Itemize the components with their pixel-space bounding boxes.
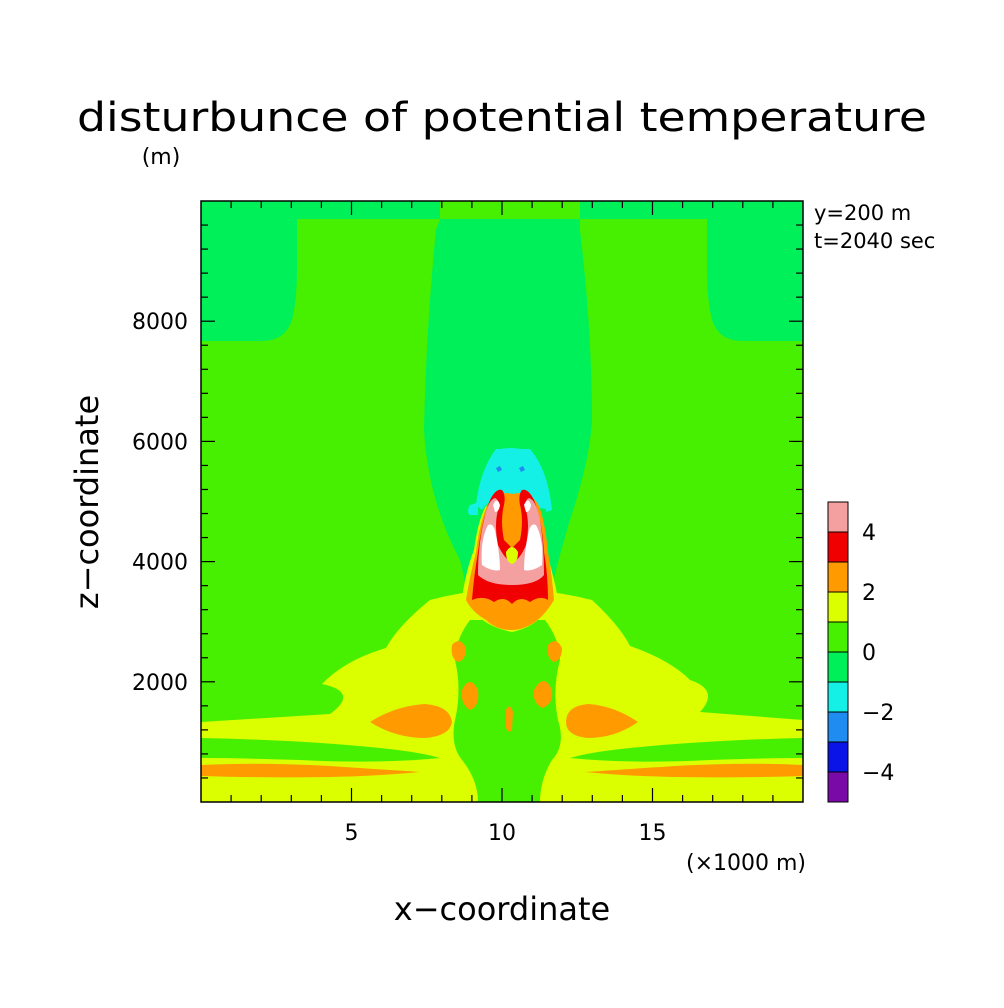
colorbar-swatch <box>827 591 849 623</box>
right-lower-warm-spot <box>533 681 553 708</box>
contour-field <box>201 201 803 802</box>
axes: 5 10 15 2000 4000 6000 8000 <box>132 201 803 846</box>
colorbar-swatch <box>827 561 849 593</box>
y-tick-label: 6000 <box>132 430 188 455</box>
warm-core-inner-left <box>481 524 500 571</box>
colorbar-swatch <box>827 531 849 563</box>
warm-core-tip-left <box>493 500 500 512</box>
right-warm-lobe <box>566 704 638 738</box>
warm-core-center <box>506 547 518 564</box>
z-unit-label: (m) <box>142 145 181 170</box>
x-axis-label: x−coordinate <box>394 890 610 928</box>
low-left-warm-lobe <box>201 763 420 778</box>
warm-core-inner-right <box>524 524 543 571</box>
cold-spot-left <box>496 466 502 472</box>
y-tick-label: 4000 <box>132 551 188 576</box>
info-line-y: y=200 m <box>814 201 911 225</box>
lower-right-cool-strip <box>570 738 803 762</box>
y-tick-label: 8000 <box>132 310 188 335</box>
x-tick-label: 10 <box>488 821 516 846</box>
info-line-t: t=2040 sec <box>814 229 935 253</box>
colorbar-tick-label: −2 <box>862 701 894 726</box>
colorbar-swatch <box>827 681 849 713</box>
colorbar-swatch <box>827 711 849 743</box>
left-warm-lobe <box>370 704 452 738</box>
central-warm-sliver <box>506 706 513 732</box>
y-axis-label: z−coordinate <box>68 395 106 609</box>
colorbar-swatch <box>827 741 849 773</box>
colorbar-swatch <box>827 621 849 653</box>
right-mid-warm-spot <box>547 641 562 662</box>
y-tick-label: 2000 <box>132 671 188 696</box>
colorbar-swatch <box>827 501 849 533</box>
colorbar-swatch <box>827 651 849 683</box>
left-lower-warm-spot <box>461 682 479 710</box>
colorbar: 4 2 0 −2 −4 <box>827 501 894 803</box>
colorbar-tick-label: 4 <box>862 521 876 546</box>
central-plume <box>424 219 592 620</box>
x-tick-label: 5 <box>345 821 359 846</box>
left-mid-warm-spot <box>451 641 466 662</box>
x-tick-label: 15 <box>639 821 667 846</box>
colorbar-tick-label: 2 <box>862 581 876 606</box>
colorbar-tick-label: −4 <box>862 761 894 786</box>
x-unit-label: (×1000 m) <box>686 851 806 876</box>
colorbar-tick-label: 0 <box>862 641 876 666</box>
low-right-warm-lobe <box>585 763 803 778</box>
colorbar-swatch <box>827 771 849 803</box>
upper-right-region <box>580 201 803 341</box>
cold-spot-right <box>519 466 525 472</box>
warm-core-tip-right <box>524 500 531 512</box>
lower-left-cool-strip <box>201 738 440 762</box>
chart-title: disturbunce of potential temperature <box>77 95 927 141</box>
upper-left-region <box>201 201 440 341</box>
